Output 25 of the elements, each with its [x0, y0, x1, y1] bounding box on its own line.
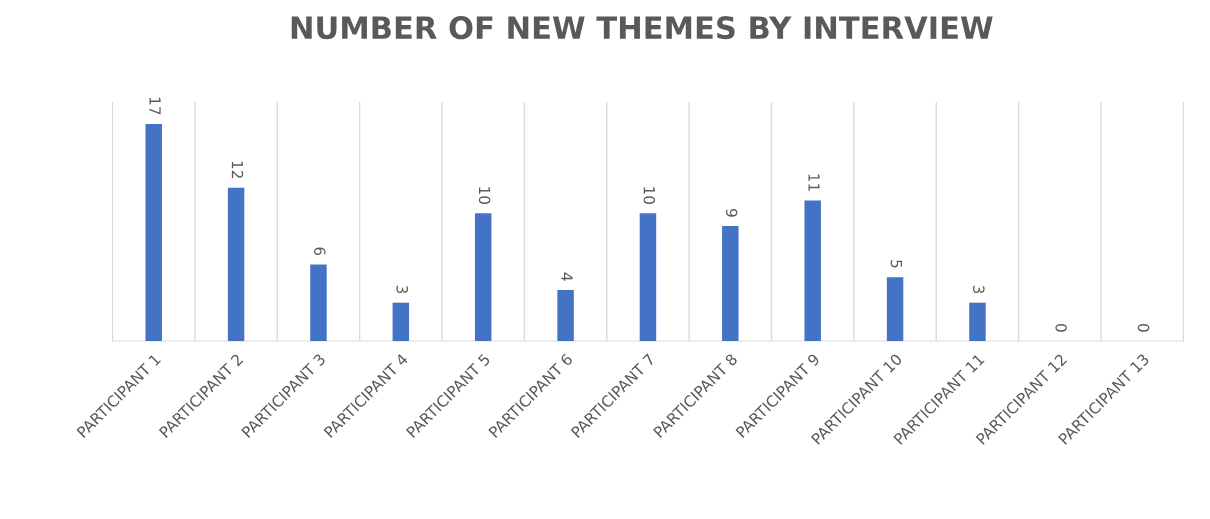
bar [722, 226, 739, 341]
data-label: 0 [1055, 323, 1067, 332]
bar [886, 277, 904, 341]
data-label: 6 [314, 247, 326, 256]
bar [392, 302, 410, 341]
bar [145, 123, 162, 341]
data-label: 10 [643, 187, 656, 204]
bar [804, 200, 821, 341]
bar [227, 187, 245, 341]
data-label: 12 [231, 161, 244, 178]
bar [639, 213, 657, 341]
bar [474, 213, 492, 341]
bar [969, 302, 986, 341]
data-label: 11 [808, 174, 820, 191]
bar [310, 264, 327, 341]
data-label: 3 [396, 285, 408, 294]
data-label: 4 [561, 272, 573, 281]
data-label: 17 [149, 97, 161, 115]
data-label: 5 [890, 260, 902, 268]
data-label: 9 [725, 208, 738, 217]
data-label: 10 [478, 187, 491, 204]
data-label: 0 [1137, 323, 1150, 332]
bar [557, 289, 574, 341]
data-label: 3 [973, 285, 985, 294]
chart-title: NUMBER OF NEW THEMES BY INTERVIEW [291, 16, 993, 40]
